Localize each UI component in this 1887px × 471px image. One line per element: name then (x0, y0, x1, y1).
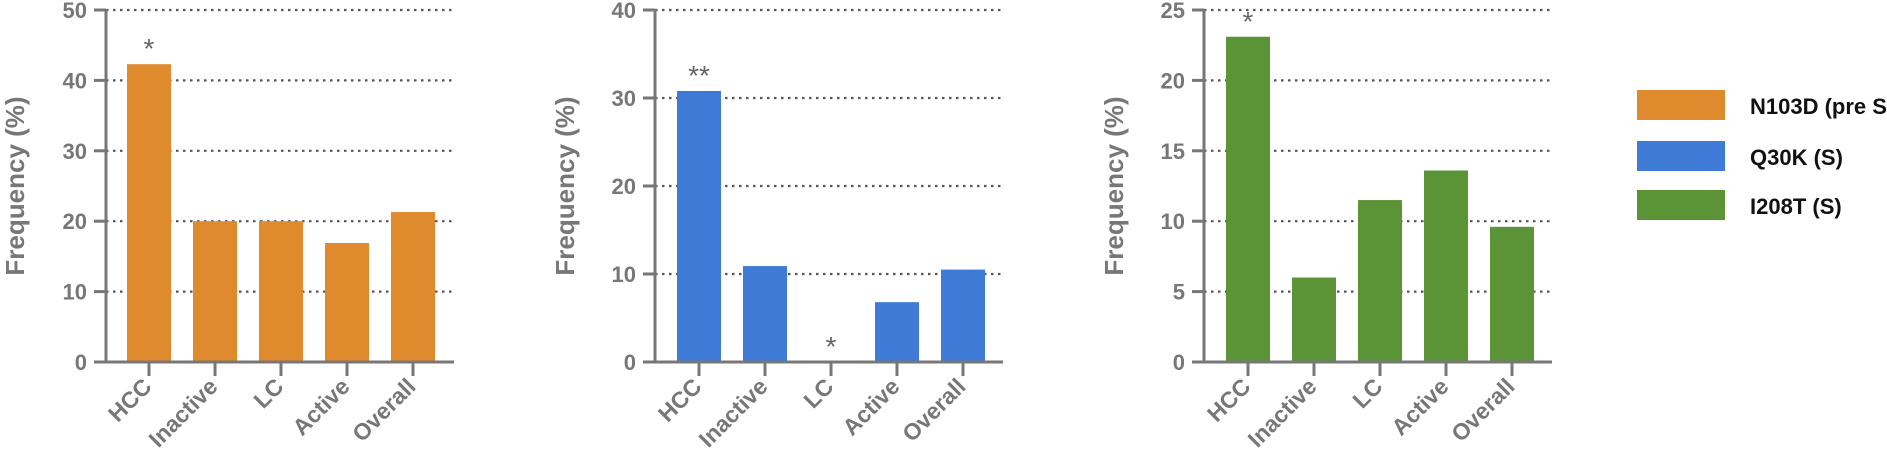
bar-inactive (1292, 277, 1336, 362)
y-axis-title: Frequency (%) (550, 96, 580, 275)
y-tick-label: 30 (63, 139, 87, 164)
y-tick-label: 5 (1173, 280, 1185, 305)
legend-label-0: N103D (pre S) (1750, 94, 1887, 119)
y-axis-title: Frequency (%) (1099, 96, 1129, 275)
y-tick-label: 50 (63, 0, 87, 23)
bar-active (325, 243, 369, 362)
y-tick-label: 20 (1161, 68, 1185, 93)
bar-active (875, 302, 919, 362)
y-tick-label: 40 (63, 68, 87, 93)
bar-hcc (127, 64, 171, 362)
x-tick-label-hcc: HCC (1202, 373, 1256, 427)
x-tick-label-inactive: Inactive (144, 373, 223, 452)
x-tick-label-lc: LC (798, 373, 838, 413)
x-tick-label-overall: Overall (1446, 373, 1520, 447)
bar-active (1424, 170, 1468, 362)
x-tick-label-lc: LC (1347, 373, 1387, 413)
bar-lc (1358, 200, 1402, 362)
bar-overall (941, 269, 985, 362)
legend-label-2: I208T (S) (1750, 194, 1842, 219)
x-tick-label-active: Active (287, 373, 354, 440)
x-tick-label-overall: Overall (897, 373, 971, 447)
x-tick-label-active: Active (837, 373, 904, 440)
legend-swatch-2 (1637, 190, 1725, 220)
bar-hcc (677, 90, 721, 363)
y-tick-label: 0 (624, 350, 636, 375)
y-axis-title: Frequency (%) (0, 96, 30, 275)
x-tick-label-hcc: HCC (103, 373, 157, 427)
y-tick-label: 40 (612, 0, 636, 23)
y-tick-label: 0 (1173, 350, 1185, 375)
bar-hcc (1226, 36, 1270, 362)
bar-inactive (193, 221, 237, 362)
x-tick-label-lc: LC (248, 373, 288, 413)
y-tick-label: 10 (63, 280, 87, 305)
significance-marker: * (1243, 6, 1254, 37)
y-tick-label: 10 (1161, 209, 1185, 234)
legend-label-1: Q30K (S) (1750, 145, 1843, 170)
bar-overall (391, 212, 435, 362)
x-tick-label-hcc: HCC (653, 373, 707, 427)
x-tick-label-inactive: Inactive (1243, 373, 1322, 452)
legend-swatch-0 (1637, 90, 1725, 120)
x-tick-label-active: Active (1386, 373, 1453, 440)
significance-marker: * (144, 33, 155, 64)
bar-lc (259, 221, 303, 362)
legend-swatch-1 (1637, 141, 1725, 171)
bar-overall (1490, 226, 1534, 362)
y-tick-label: 10 (612, 262, 636, 287)
bar-inactive (743, 266, 787, 362)
x-tick-label-inactive: Inactive (694, 373, 773, 452)
y-tick-label: 25 (1161, 0, 1185, 23)
significance-marker: ** (688, 60, 710, 91)
y-tick-label: 15 (1161, 139, 1185, 164)
y-tick-label: 20 (612, 174, 636, 199)
significance-marker: * (826, 331, 837, 362)
x-tick-label-overall: Overall (347, 373, 421, 447)
y-tick-label: 0 (75, 350, 87, 375)
y-tick-label: 30 (612, 86, 636, 111)
y-tick-label: 20 (63, 209, 87, 234)
